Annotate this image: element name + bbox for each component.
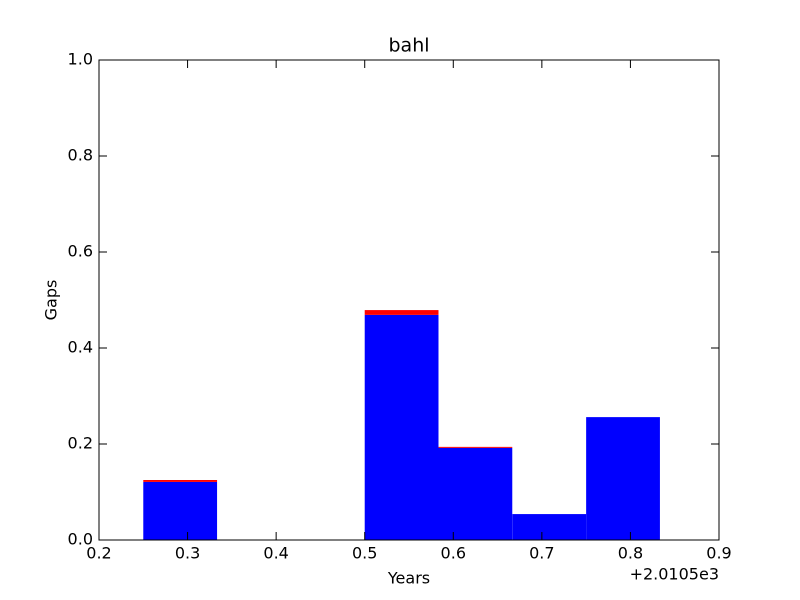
bar-segment [512, 514, 587, 540]
bar-segment [143, 481, 218, 540]
y-tick-label: 0.8 [68, 146, 93, 165]
chart-title: bahl [388, 35, 429, 57]
bar-segment [364, 314, 439, 540]
x-tick-label: 0.4 [263, 544, 288, 563]
bar-segment [438, 447, 513, 540]
y-tick-label: 0.6 [68, 242, 93, 261]
x-tick-label: 0.6 [441, 544, 466, 563]
plot-frame [98, 59, 720, 541]
x-tick-label: 0.5 [352, 544, 377, 563]
x-axis-label: Years [387, 569, 430, 588]
bar-segment [143, 480, 218, 482]
y-tick-label: 0.0 [68, 530, 93, 549]
y-axis-label: Gaps [42, 280, 61, 321]
bar-segment [438, 446, 513, 448]
bar-segment [364, 310, 439, 315]
x-tick-label: 0.8 [618, 544, 643, 563]
y-tick-label: 0.2 [68, 434, 93, 453]
x-tick-label: 0.7 [529, 544, 554, 563]
x-tick-label: 0.3 [175, 544, 200, 563]
y-tick-label: 1.0 [68, 50, 93, 69]
bar-segment [586, 417, 660, 540]
x-tick-label: 0.2 [86, 544, 111, 563]
y-tick-label: 0.4 [68, 338, 93, 357]
x-tick-label: 0.9 [706, 544, 731, 563]
x-offset-label: +2.0105e3 [630, 565, 719, 584]
